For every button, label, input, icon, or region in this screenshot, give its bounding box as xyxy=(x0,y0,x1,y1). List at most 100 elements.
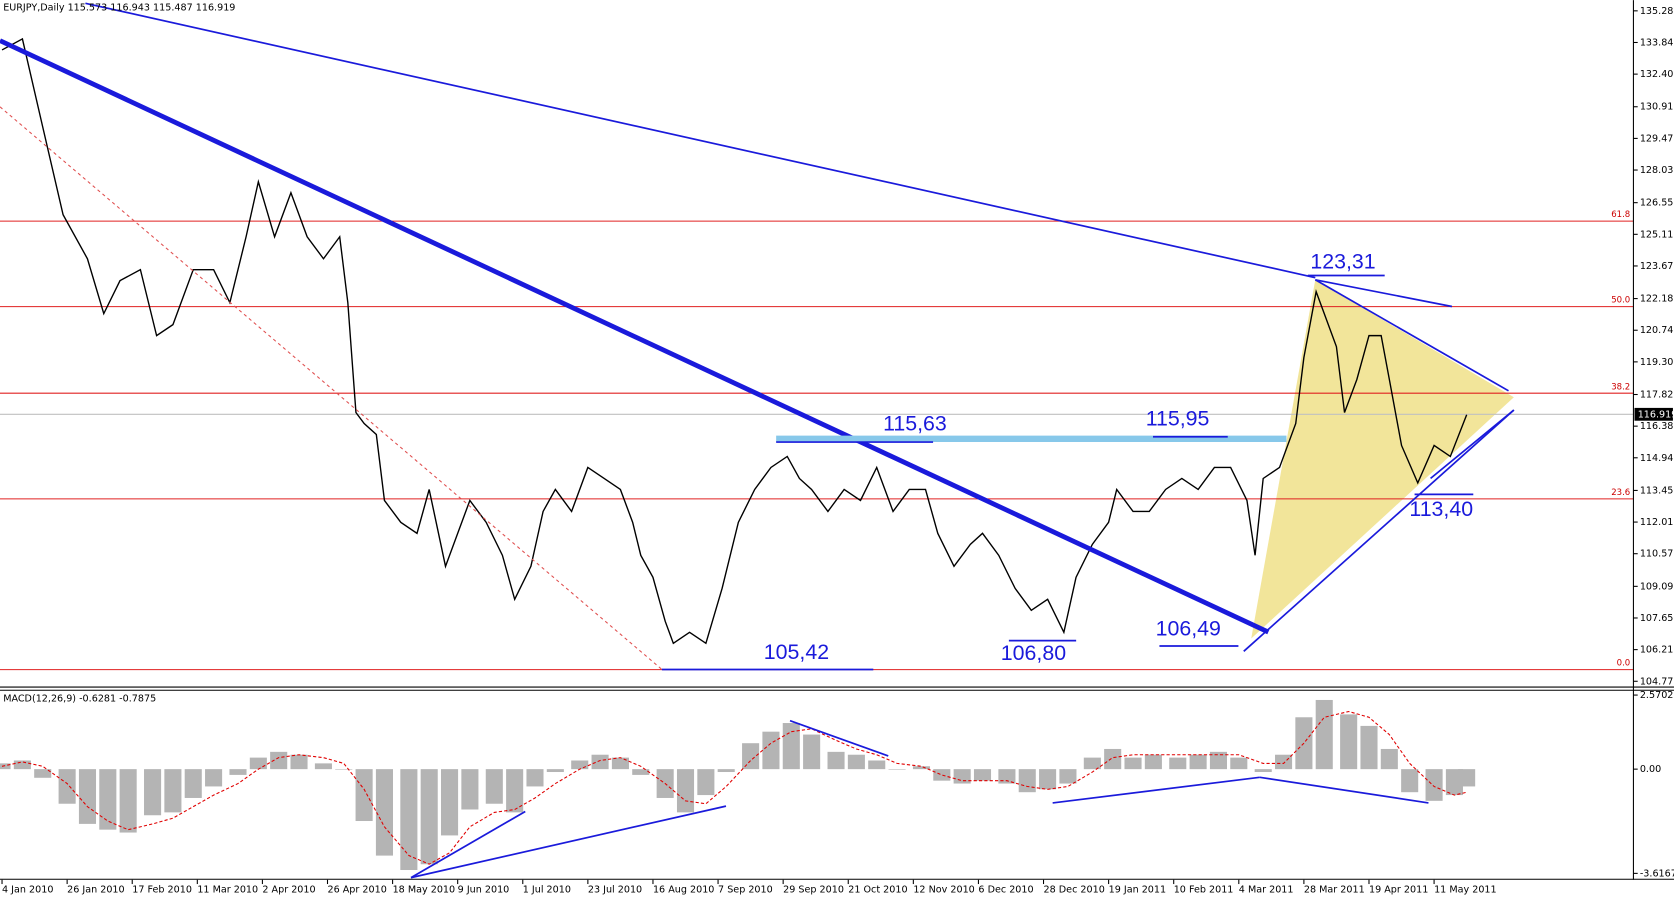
macd-bar xyxy=(1059,769,1077,784)
y-tick-label: 119.305 xyxy=(1640,357,1674,368)
macd-bar xyxy=(205,769,223,787)
x-tick-label: 21 Oct 2010 xyxy=(848,884,907,895)
macd-bar xyxy=(58,769,76,804)
macd-bar xyxy=(144,769,162,816)
x-tick-label: 17 Feb 2010 xyxy=(132,884,192,895)
macd-bar xyxy=(717,769,735,773)
macd-bar xyxy=(119,769,137,833)
x-tick-label: 4 Jan 2010 xyxy=(2,884,53,895)
price-annotation: 115,63 xyxy=(883,412,947,436)
last-price-box xyxy=(1634,407,1673,421)
macd-bar xyxy=(1104,748,1122,770)
highlight-triangle xyxy=(1251,279,1514,639)
macd-bar xyxy=(1458,769,1476,787)
macd-bar xyxy=(270,751,288,770)
macd-bar xyxy=(229,769,247,775)
macd-bar xyxy=(1380,748,1398,770)
x-tick-label: 19 Jan 2011 xyxy=(1109,884,1167,895)
macd-bar xyxy=(1275,754,1293,770)
macd-bar xyxy=(1018,769,1036,793)
macd-trendline xyxy=(789,719,889,757)
y-tick-label: 128.035 xyxy=(1640,165,1674,176)
y-tick-label: 0.00 xyxy=(1640,764,1661,775)
y-tick-label: 112.015 xyxy=(1640,517,1674,528)
x-tick-label: 2 Apr 2010 xyxy=(262,884,315,895)
macd-bar xyxy=(1209,751,1228,770)
macd-bar xyxy=(676,769,695,813)
macd-bar xyxy=(591,754,609,770)
drawings xyxy=(0,2,1515,879)
macd-bar xyxy=(485,769,503,804)
macd-bar xyxy=(742,743,760,770)
fib-label: 61.8 xyxy=(1611,210,1630,220)
trendline xyxy=(1315,278,1453,308)
macd-bar xyxy=(973,769,992,781)
price-line xyxy=(1,37,1468,645)
macd-bar xyxy=(164,769,182,813)
y-tick-label: 110.575 xyxy=(1640,549,1674,560)
macd-bar xyxy=(420,769,438,865)
y-tick-label: 123.670 xyxy=(1640,261,1674,272)
macd-trendline xyxy=(1052,776,1260,804)
price-annotation: 106,80 xyxy=(1001,641,1066,665)
fib-label: 38.2 xyxy=(1611,382,1630,392)
y-tick-label: 132.400 xyxy=(1640,69,1674,80)
x-tick-label: 4 Mar 2011 xyxy=(1239,884,1294,895)
x-tick-label: 26 Apr 2010 xyxy=(327,884,386,895)
fib-label: 50.0 xyxy=(1611,296,1630,306)
macd-bar xyxy=(34,769,52,778)
y-tick-label: 116.380 xyxy=(1640,421,1674,432)
macd-bar xyxy=(546,769,564,773)
macd-bar xyxy=(998,769,1016,784)
y-tick-label: -3.6167 xyxy=(1640,868,1674,879)
macd-bar xyxy=(571,760,589,770)
x-tick-label: 18 May 2010 xyxy=(393,884,456,895)
x-tick-label: 9 Jun 2010 xyxy=(458,884,510,895)
y-tick-label: 133.840 xyxy=(1640,37,1674,48)
last-price-label: 116.919 xyxy=(1638,409,1674,420)
macd-bar xyxy=(99,769,117,830)
macd-bar xyxy=(632,769,650,775)
y-tick-label: 126.550 xyxy=(1640,198,1674,209)
macd-bar xyxy=(441,769,459,836)
indicator-title: MACD(12,26,9) -0.6281 -0.7875 xyxy=(3,693,156,704)
macd-bar xyxy=(13,760,31,770)
macd-bar xyxy=(912,766,931,770)
x-tick-label: 28 Mar 2011 xyxy=(1304,884,1365,895)
x-tick-label: 23 Jul 2010 xyxy=(588,884,642,895)
price-annotation: 113,40 xyxy=(1409,497,1473,521)
macd-bar xyxy=(827,751,845,770)
trendline xyxy=(0,38,1270,635)
macd-bar xyxy=(1340,714,1358,770)
y-tick-label: 104.770 xyxy=(1640,676,1674,687)
macd-bar xyxy=(314,763,332,770)
macd-bar xyxy=(355,769,373,822)
price-annotation: 115,95 xyxy=(1146,406,1210,430)
macd-trendline xyxy=(410,810,526,879)
macd-bar xyxy=(782,723,800,770)
macd-bar xyxy=(1144,754,1162,770)
x-tick-label: 19 Apr 2011 xyxy=(1369,884,1428,895)
y-tick-label: 125.110 xyxy=(1640,229,1674,240)
macd-bar xyxy=(506,769,524,813)
x-tick-label: 6 Dec 2010 xyxy=(978,884,1033,895)
dashed-trendline xyxy=(0,106,663,670)
macd-bar xyxy=(868,760,886,770)
price-annotation: 106,49 xyxy=(1156,617,1221,641)
trendline xyxy=(1314,279,1509,392)
price-annotation: 123,31 xyxy=(1310,249,1375,273)
macd-trendline xyxy=(1259,776,1429,804)
macd-bar xyxy=(1124,757,1142,770)
macd-bar xyxy=(1083,757,1101,770)
macd-bar xyxy=(335,769,353,770)
macd-bar xyxy=(400,769,418,871)
x-tick-label: 16 Aug 2010 xyxy=(653,884,714,895)
y-tick-label: 114.940 xyxy=(1640,453,1674,464)
y-tick-label: 135.280 xyxy=(1640,6,1674,17)
macd-bar xyxy=(249,757,267,770)
y-tick-label: 113.455 xyxy=(1640,485,1674,496)
x-tick-label: 12 Nov 2010 xyxy=(913,884,974,895)
y-tick-label: 107.650 xyxy=(1640,613,1674,624)
y-tick-label: 2.5702 xyxy=(1640,690,1674,701)
